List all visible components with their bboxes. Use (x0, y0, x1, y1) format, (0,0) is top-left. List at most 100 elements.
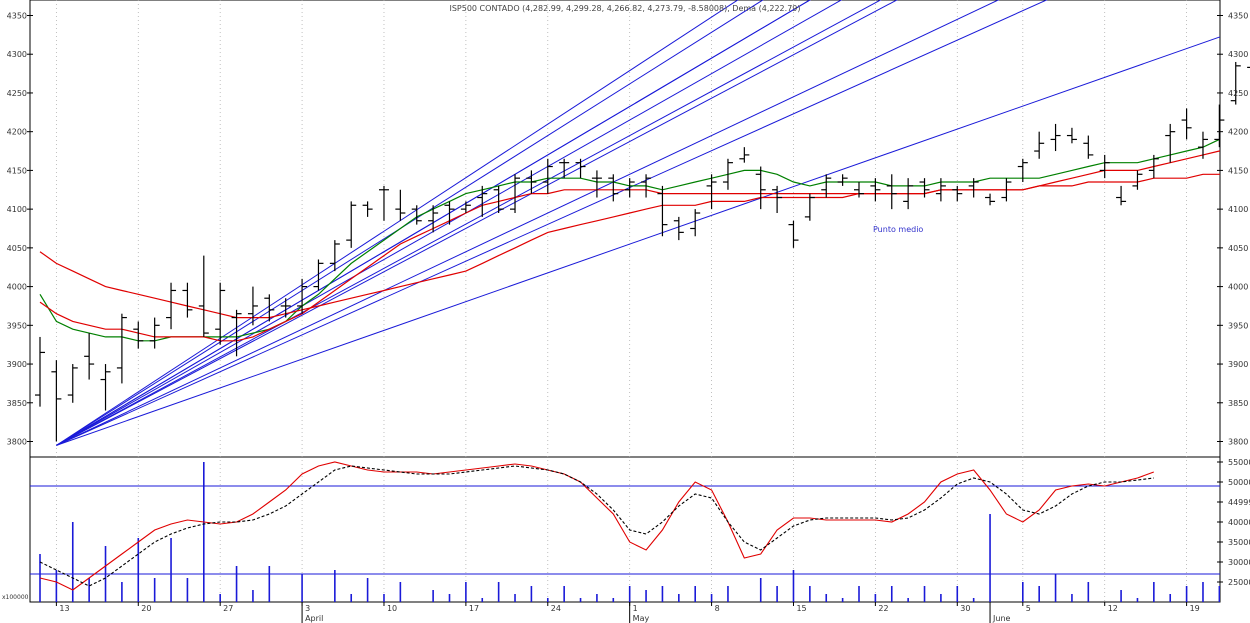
fan-line (56, 36, 1220, 446)
ohlc-bar (264, 294, 275, 322)
x-tick-label: 22 (878, 604, 888, 613)
ohlc-bar (985, 193, 996, 206)
ohlc-bar (247, 286, 258, 326)
ohlc-bar (690, 209, 701, 237)
chart-title: ISP500 CONTADO (4,282.99, 4,299.28, 4,26… (449, 4, 800, 13)
volume-y-tick-label: 40000 (1228, 518, 1250, 527)
series-line (39, 173, 1220, 319)
ohlc-bar (804, 193, 815, 221)
ohlc-bar (133, 321, 144, 349)
volume-y-tick-label: 35000 (1228, 538, 1250, 547)
date-gridlines (55, 0, 1187, 602)
ohlc-bar (215, 282, 226, 345)
y-tick-label: 3800 (7, 438, 27, 447)
volume-y-tick-label: 30000 (1228, 558, 1250, 567)
fan-line (56, 0, 811, 446)
x-tick-label: 15 (796, 604, 806, 613)
ohlc-bar (198, 255, 209, 337)
month-label: June (992, 614, 1011, 623)
y-tick-label: 4250 (1228, 89, 1248, 98)
fan-line (56, 0, 898, 446)
series-line-dema (39, 138, 1220, 342)
volume-y-tick-label: 44999 (1228, 498, 1250, 507)
ohlc-bar (51, 360, 62, 442)
x-tick-label: 13 (59, 604, 69, 613)
ohlc-bar (657, 185, 668, 237)
ohlc-bar (280, 298, 291, 318)
fan-line (56, 0, 764, 446)
ohlc-bar (903, 178, 914, 210)
y-tick-label: 4000 (1228, 283, 1248, 292)
y-tick-label: 4000 (7, 283, 27, 292)
y-tick-label: 3950 (7, 321, 27, 330)
ohlc-bar (1148, 154, 1159, 179)
axes: 3800 3800 3850 3850 3900 3900 3950 3950 4000 4000… (2, 11, 1250, 623)
ohlc-bar (559, 158, 570, 179)
ohlc-bar (84, 333, 95, 380)
ohlc-bar (1017, 158, 1028, 183)
ohlc-bar (755, 166, 766, 210)
ohlc-bar (1197, 131, 1208, 159)
fan-line (56, 0, 811, 446)
ohlc-bar (493, 185, 504, 214)
ohlc-bar (1050, 123, 1061, 152)
x-tick-label: 3 (305, 604, 310, 613)
ohlc-bar (837, 174, 848, 186)
volume-y-tick-label: 55000 (1228, 458, 1250, 467)
y-tick-label: 4200 (7, 128, 27, 137)
ohlc-bar (149, 317, 160, 349)
ohlc-bar (591, 170, 602, 198)
y-tick-label: 3850 (7, 399, 27, 408)
month-label: April (305, 614, 323, 623)
chart-frame (29, 0, 1221, 603)
y-tick-label: 4100 (7, 205, 27, 214)
x-tick-label: 30 (960, 604, 970, 613)
ohlc-bar (854, 182, 864, 198)
x-tick-label: 8 (715, 604, 720, 613)
y-tick-label: 4350 (7, 11, 27, 20)
x-tick-label: 20 (141, 604, 151, 613)
x-tick-label: 1 (633, 604, 638, 613)
ohlc-bar (624, 178, 635, 198)
ohlc-bar (444, 201, 455, 225)
x-tick-label: 17 (469, 604, 479, 613)
ohlc-bar (166, 282, 177, 330)
fan-line (56, 0, 843, 446)
y-tick-label: 4050 (1228, 244, 1248, 253)
y-tick-label: 4100 (1228, 205, 1248, 214)
ohlc-bar (919, 178, 930, 198)
ohlc-bar (1099, 154, 1110, 179)
volume-panel (30, 461, 1220, 602)
ohlc-bar (526, 170, 537, 194)
ohlc-bar (100, 364, 111, 411)
ohlc-bar (1230, 61, 1241, 105)
y-tick-label: 4150 (1228, 166, 1248, 175)
ohlc-bar (886, 174, 897, 210)
ohlc-bar (510, 174, 521, 214)
ohlc-bar (952, 185, 963, 202)
x-tick-label: 24 (551, 604, 561, 613)
fan-line (56, 0, 882, 446)
ohlc-bar (935, 178, 946, 202)
volume-y-tick-label: 25000 (1228, 578, 1250, 587)
punto-medio-annotation: Punto medio (873, 225, 923, 234)
y-tick-label: 4300 (1228, 50, 1248, 59)
y-tick-label: 4200 (1228, 128, 1248, 137)
volume-y-tick-label: 50000 (1228, 478, 1250, 487)
y-tick-label: 4150 (7, 166, 27, 175)
ohlc-bar (313, 259, 324, 291)
ohlc-bar (542, 158, 553, 194)
moving-average-lines (39, 138, 1220, 342)
ohlc-bar (477, 185, 488, 217)
ohlc-bar (1214, 104, 1225, 148)
volume-scale-note: x100000 (2, 594, 29, 601)
y-tick-label: 3800 (1228, 438, 1248, 447)
oscillator-line (39, 461, 1154, 591)
ohlc-bar (1132, 170, 1143, 190)
ohlc-bar (329, 240, 340, 272)
ohlc-bar (1083, 135, 1094, 159)
ohlc-bar (411, 205, 422, 225)
ohlc-bar (772, 185, 783, 214)
ohlc-bar (1001, 178, 1012, 202)
ohlc-bar (575, 158, 586, 179)
